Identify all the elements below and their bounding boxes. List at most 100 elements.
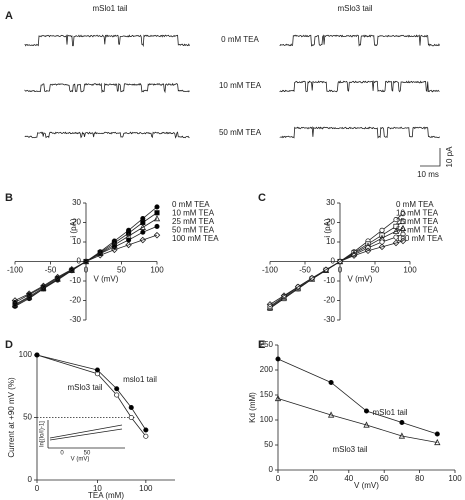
inset-fit <box>49 428 123 441</box>
marker <box>139 236 147 244</box>
y-tick-label: 200 <box>260 365 274 374</box>
marker <box>94 367 100 373</box>
current-trace <box>279 80 440 93</box>
series-label: mslo1 tail <box>123 375 157 384</box>
x-axis-label: TEA (mM) <box>88 491 124 500</box>
marker <box>393 234 399 240</box>
marker <box>96 251 104 259</box>
y-tick-label: 10 <box>72 237 81 246</box>
marker <box>398 432 406 439</box>
inset-x-label: V (mV) <box>71 457 90 463</box>
marker <box>139 223 146 230</box>
x-tick-label: -100 <box>262 266 279 275</box>
marker <box>25 290 33 297</box>
marker <box>154 223 160 229</box>
marker <box>154 204 160 210</box>
x-tick-label: -50 <box>299 266 311 275</box>
panel-label: C <box>258 192 266 204</box>
series-label: 50 mM TEA <box>172 226 215 235</box>
condition-label: 0 mM TEA <box>221 35 259 44</box>
x-tick-label: 0 <box>35 484 40 493</box>
marker <box>350 252 358 259</box>
marker <box>364 247 372 255</box>
marker <box>322 266 330 273</box>
y-tick-label: 100 <box>19 350 33 359</box>
y-axis-label: Kd (mM) <box>248 392 257 423</box>
x-tick-label: 50 <box>117 266 126 275</box>
x-tick-label: 0 <box>84 266 89 275</box>
marker <box>327 411 335 418</box>
marker <box>267 303 273 309</box>
marker <box>68 266 76 273</box>
marker <box>125 241 132 249</box>
y-tick-label: 30 <box>72 198 81 207</box>
trace-title: mSlo1 tail <box>92 4 127 13</box>
marker <box>434 431 440 437</box>
y-tick-label: 0 <box>269 465 274 474</box>
x-tick-label: 80 <box>415 474 424 483</box>
y-tick-label: -10 <box>323 276 335 285</box>
current-trace <box>24 131 190 139</box>
marker <box>363 421 370 428</box>
y-tick-label: -30 <box>69 315 81 324</box>
fit-line <box>269 240 404 305</box>
marker <box>392 227 400 234</box>
y-tick-label: 50 <box>23 413 32 422</box>
x-tick-label: 100 <box>150 266 164 275</box>
fit-line <box>14 234 158 301</box>
y-tick-label: 250 <box>260 340 274 349</box>
marker <box>82 258 90 265</box>
marker <box>114 386 120 392</box>
y-axis-label: i (pA) <box>69 218 78 237</box>
marker <box>336 258 344 265</box>
y-tick-label: 0 <box>77 257 82 266</box>
y-tick-label: 0 <box>28 475 33 484</box>
marker <box>140 229 146 235</box>
series-label: mSlo3 tail <box>332 445 367 454</box>
x-tick-label: -50 <box>45 266 57 275</box>
current-trace <box>24 82 190 94</box>
fit-line <box>36 354 147 437</box>
marker <box>266 301 274 308</box>
marker <box>153 231 161 239</box>
marker <box>11 297 19 304</box>
condition-label: 50 mM TEA <box>219 128 262 137</box>
y-tick-label: 150 <box>260 390 274 399</box>
y-tick-label: -10 <box>69 276 81 285</box>
x-tick-label: 10 <box>93 484 102 493</box>
x-tick-label: 100 <box>139 484 153 493</box>
marker <box>378 243 386 251</box>
marker <box>128 404 134 411</box>
fit-line <box>277 398 438 443</box>
y-tick-label: 100 <box>260 415 274 424</box>
y-tick-label: -20 <box>69 296 81 305</box>
marker <box>128 414 134 421</box>
x-axis-label: V (mV) <box>348 275 373 284</box>
y-tick-label: 0 <box>331 257 336 266</box>
marker <box>399 224 407 231</box>
y-tick-label: -30 <box>323 315 335 324</box>
current-trace <box>279 34 440 47</box>
marker <box>379 239 385 245</box>
x-tick-label: 0 <box>338 266 343 275</box>
marker <box>154 210 160 216</box>
current-trace <box>24 34 190 48</box>
panel-label: D <box>5 339 13 351</box>
marker <box>308 274 316 282</box>
x-tick-label: 20 <box>309 474 318 483</box>
marker <box>363 408 370 414</box>
trace-title: mSlo3 tail <box>337 4 372 13</box>
marker <box>34 352 40 358</box>
series-label: 10 mM TEA <box>396 209 439 218</box>
x-tick-label: 100 <box>403 266 417 275</box>
x-tick-label: -100 <box>7 266 24 275</box>
condition-label: 10 mM TEA <box>219 81 262 90</box>
inset-fit <box>49 424 123 439</box>
x-axis-label: V (mV) <box>354 481 379 490</box>
marker <box>111 246 118 254</box>
series-label: 0 mM TEA <box>172 200 210 209</box>
scale-label: 10 ms <box>417 170 439 179</box>
current-trace <box>279 126 440 139</box>
marker <box>40 282 47 290</box>
